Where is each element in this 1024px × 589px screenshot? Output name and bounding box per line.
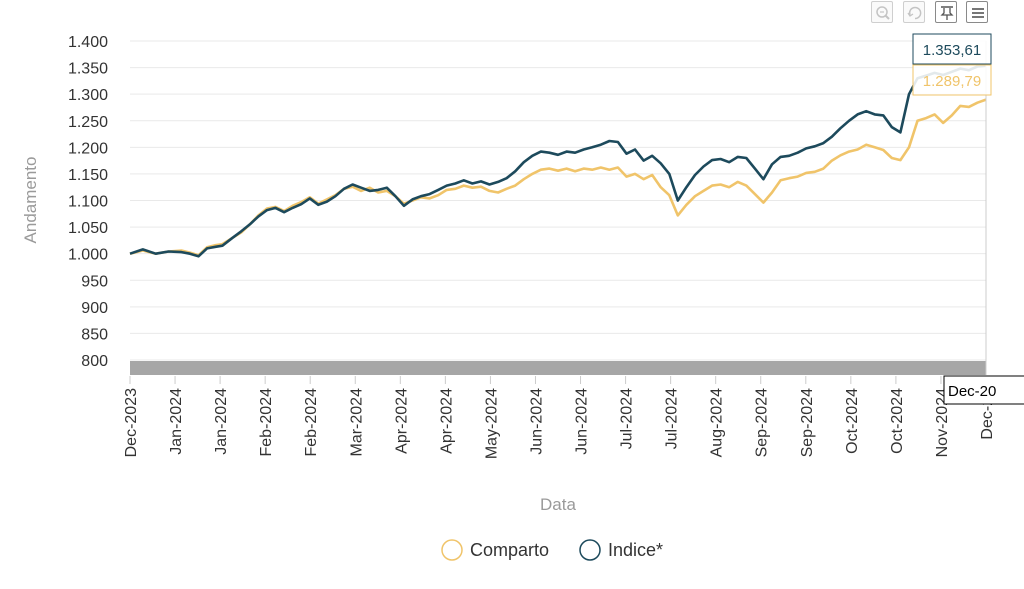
y-tick-label: 1.350 <box>68 61 108 78</box>
y-tick-label: 1.000 <box>68 247 108 264</box>
x-tick-label: Jun-2024 <box>528 388 545 455</box>
legend-marker <box>579 539 601 561</box>
x-tick-label: Sep-2024 <box>799 388 816 457</box>
tooltip-value: 1.353,61 <box>923 42 981 59</box>
tooltip-x-box <box>943 375 1024 405</box>
y-axis: 800 850 900 950 1.000 1.050 1.100 1.150 1.200 1.2… <box>68 34 108 370</box>
legend-label: Indice* <box>608 540 663 560</box>
x-tick-label: May-2024 <box>483 388 500 459</box>
x-tick-label: Apr-2024 <box>393 388 410 454</box>
reset-button[interactable] <box>903 1 925 23</box>
navigator-bar[interactable] <box>130 361 986 375</box>
plot-area <box>129 64 987 258</box>
pin-icon <box>940 6 954 20</box>
y-tick-label: 1.200 <box>68 140 108 157</box>
x-tick-label: Feb-2024 <box>258 388 275 457</box>
x-tick-label: Feb-2024 <box>303 388 320 457</box>
x-tick-label: Jun-2024 <box>574 388 591 455</box>
legend-marker <box>441 539 463 561</box>
y-tick-label: 1.400 <box>68 34 108 51</box>
legend: Comparto Indice* <box>441 539 663 561</box>
zoom-button[interactable] <box>871 1 893 23</box>
legend-label: Comparto <box>470 540 549 560</box>
x-tick-label: Mar-2024 <box>348 388 365 457</box>
tooltip-value: 1.289,79 <box>923 73 981 90</box>
tooltip-box <box>912 64 992 96</box>
x-tick-label: Dec-2023 <box>123 388 140 457</box>
y-tick-label: 900 <box>81 300 108 317</box>
x-tick-label: Jan-2024 <box>213 388 230 455</box>
y-tick-label: 1.150 <box>68 167 108 184</box>
y-tick-label: 1.050 <box>68 220 108 237</box>
series-line-indice <box>129 64 987 258</box>
x-tick-label: Jan-2024 <box>168 388 185 455</box>
x-tick-label: Oct-2024 <box>844 388 861 454</box>
y-tick-label: 1.100 <box>68 194 108 211</box>
x-tick-label: Aug-2024 <box>709 388 726 457</box>
tooltip-x-label: Dec-20 <box>948 383 996 400</box>
zoom-icon <box>876 6 890 20</box>
x-axis-title: Data <box>540 495 576 514</box>
grid <box>130 40 986 361</box>
y-tick-label: 800 <box>81 353 108 370</box>
y-tick-label: 1.250 <box>68 114 108 131</box>
x-axis: Dec-2023 Jan-2024 Jan-2024 Feb-2024 Feb-2024… <box>123 376 996 459</box>
x-tick-label: Jul-2024 <box>664 388 681 449</box>
y-axis-title: Andamento <box>21 157 40 244</box>
menu-icon <box>972 8 984 18</box>
tooltip-box <box>912 33 992 65</box>
tooltip: 1.353,61 1.289,79 Dec-20 <box>912 33 1024 405</box>
series-line-comparto <box>129 98 987 257</box>
y-tick-label: 1.300 <box>68 87 108 104</box>
x-tick-label: Sep-2024 <box>754 388 771 457</box>
reset-icon <box>907 6 922 20</box>
x-tick-label: Jul-2024 <box>619 388 636 449</box>
legend-item-indice[interactable]: Indice* <box>579 539 663 561</box>
legend-item-comparto[interactable]: Comparto <box>441 539 549 561</box>
pin-button[interactable] <box>935 1 957 23</box>
x-tick-label: Oct-2024 <box>889 388 906 454</box>
y-tick-label: 850 <box>81 326 108 343</box>
menu-button[interactable] <box>966 1 988 23</box>
x-tick-label: Apr-2024 <box>438 388 455 454</box>
x-tick-label: Nov-2024 <box>934 388 951 457</box>
y-tick-label: 950 <box>81 273 108 290</box>
